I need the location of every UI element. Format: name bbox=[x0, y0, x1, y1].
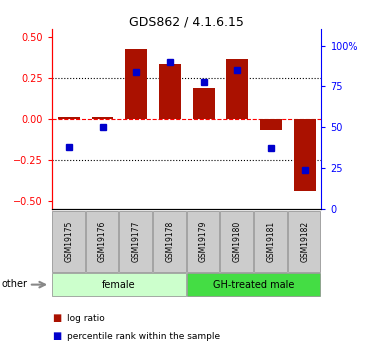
Text: GSM19175: GSM19175 bbox=[64, 221, 73, 262]
Bar bbox=[192, 88, 214, 119]
Text: GH-treated male: GH-treated male bbox=[213, 280, 294, 289]
Bar bbox=[260, 119, 282, 130]
Bar bbox=[125, 49, 147, 119]
Bar bbox=[226, 59, 248, 119]
Text: ■: ■ bbox=[52, 313, 61, 323]
Text: ■: ■ bbox=[52, 331, 61, 341]
Text: female: female bbox=[102, 280, 136, 289]
Text: GSM19176: GSM19176 bbox=[98, 221, 107, 262]
Text: other: other bbox=[2, 279, 28, 288]
Bar bbox=[58, 117, 80, 119]
Text: GSM19177: GSM19177 bbox=[132, 221, 141, 262]
Bar bbox=[92, 117, 114, 119]
Text: GSM19180: GSM19180 bbox=[233, 221, 242, 262]
Bar bbox=[159, 63, 181, 119]
Text: GSM19179: GSM19179 bbox=[199, 221, 208, 262]
Text: percentile rank within the sample: percentile rank within the sample bbox=[67, 332, 221, 341]
Text: GSM19178: GSM19178 bbox=[166, 221, 174, 262]
Text: log ratio: log ratio bbox=[67, 314, 105, 323]
Text: GSM19182: GSM19182 bbox=[300, 221, 309, 262]
Title: GDS862 / 4.1.6.15: GDS862 / 4.1.6.15 bbox=[129, 15, 244, 28]
Text: GSM19181: GSM19181 bbox=[266, 221, 275, 262]
Bar bbox=[294, 119, 316, 191]
